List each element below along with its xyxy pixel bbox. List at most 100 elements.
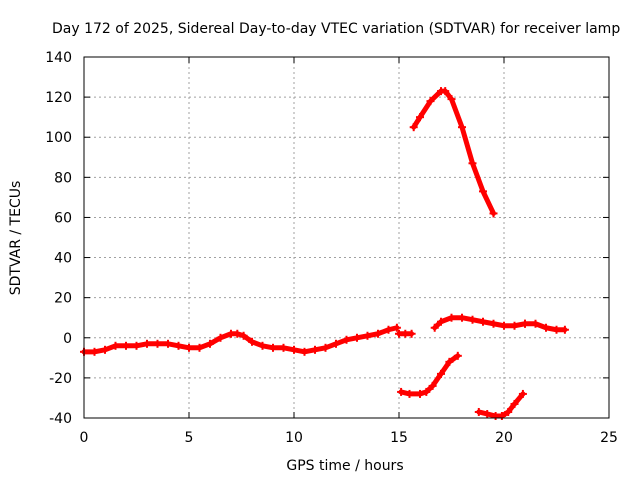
- data-point: [453, 351, 462, 360]
- data-point: [90, 347, 99, 356]
- data-series: [80, 87, 569, 420]
- data-point: [216, 333, 225, 342]
- data-point: [363, 331, 372, 340]
- data-point: [407, 329, 416, 338]
- data-point: [397, 387, 406, 396]
- data-point: [101, 345, 109, 354]
- data-point: [392, 323, 401, 332]
- x-tick-label: 0: [80, 430, 89, 446]
- data-point: [447, 95, 456, 104]
- tick-labels: -40 -20 0 20 40 60 80 100 120 140 0 5 10 15 20 25: [45, 50, 618, 446]
- y-tick-label: 80: [54, 170, 72, 186]
- x-tick-label: 5: [185, 430, 194, 446]
- data-point: [510, 399, 519, 408]
- data-point: [422, 387, 431, 396]
- data-point: [239, 331, 248, 340]
- data-point: [447, 313, 456, 322]
- y-tick-label: 120: [45, 90, 72, 106]
- chart-title: Day 172 of 2025, Sidereal Day-to-day VTE…: [52, 21, 620, 37]
- series-track-main-low: [80, 323, 401, 356]
- data-point: [497, 411, 506, 420]
- data-point: [474, 407, 483, 416]
- data-point: [258, 341, 267, 350]
- data-point: [405, 389, 414, 398]
- series-track-mid-15: [395, 329, 416, 338]
- data-point: [430, 323, 439, 332]
- data-point: [384, 325, 393, 334]
- data-point: [489, 319, 498, 328]
- data-point: [521, 319, 529, 328]
- data-point: [195, 343, 204, 352]
- data-point: [441, 87, 450, 96]
- data-point: [300, 347, 309, 356]
- data-point: [552, 325, 561, 334]
- data-point: [518, 389, 527, 398]
- y-tick-label: 100: [45, 130, 72, 146]
- y-tick-label: 60: [54, 210, 72, 226]
- series-track-low-minus38: [474, 389, 527, 420]
- series-track-high: [409, 87, 498, 218]
- series-track-low-minus28: [397, 351, 462, 398]
- data-point: [153, 339, 162, 348]
- data-point: [233, 329, 242, 338]
- data-point: [560, 325, 569, 334]
- data-point: [428, 381, 437, 390]
- data-point: [483, 409, 492, 418]
- data-point: [342, 335, 351, 344]
- y-axis-label: SDTVAR / TECUs: [8, 181, 24, 296]
- series-track-mid-17-21: [430, 313, 529, 332]
- data-point: [468, 315, 477, 324]
- series-trace: [476, 391, 526, 419]
- series-trace: [411, 88, 496, 216]
- series-track-mid-21-23: [521, 319, 569, 334]
- data-point: [416, 389, 424, 398]
- data-point: [409, 123, 418, 132]
- data-point: [468, 159, 477, 168]
- data-point: [542, 323, 550, 332]
- x-tick-label: 25: [600, 430, 618, 446]
- series-trace: [432, 315, 528, 331]
- data-point: [321, 343, 330, 352]
- data-point: [353, 333, 361, 342]
- data-point: [332, 339, 340, 348]
- data-point: [311, 345, 319, 354]
- y-tick-label: 0: [63, 331, 72, 347]
- x-tick-label: 10: [285, 430, 303, 446]
- y-tick-label: 20: [54, 291, 72, 307]
- x-tick-label: 15: [390, 430, 408, 446]
- data-point: [479, 317, 487, 326]
- y-tick-label: -40: [49, 411, 72, 427]
- y-tick-label: 140: [45, 50, 72, 66]
- axis-ticks: [83, 56, 610, 419]
- data-point: [206, 339, 214, 348]
- data-point: [504, 407, 513, 416]
- data-point: [132, 341, 141, 350]
- data-point: [500, 321, 508, 330]
- data-point: [164, 339, 172, 348]
- data-point: [426, 97, 435, 106]
- data-point: [458, 313, 466, 322]
- data-point: [445, 357, 454, 366]
- data-point: [374, 329, 382, 338]
- x-tick-label: 20: [495, 430, 513, 446]
- data-point: [279, 343, 288, 352]
- data-point: [437, 317, 445, 326]
- data-point: [143, 339, 151, 348]
- x-axis-label: GPS time / hours: [286, 458, 403, 474]
- data-point: [122, 341, 130, 350]
- grid: [84, 57, 609, 418]
- data-point: [185, 343, 193, 352]
- data-point: [174, 341, 183, 350]
- data-point: [290, 345, 298, 354]
- data-point: [531, 319, 540, 328]
- y-tick-label: 40: [54, 251, 72, 267]
- data-point: [510, 321, 519, 330]
- data-point: [479, 187, 487, 196]
- data-point: [458, 123, 466, 132]
- data-point: [489, 209, 498, 218]
- y-tick-label: -20: [49, 371, 72, 387]
- plot-frame: [83, 56, 610, 419]
- data-point: [416, 113, 424, 122]
- data-point: [111, 341, 120, 350]
